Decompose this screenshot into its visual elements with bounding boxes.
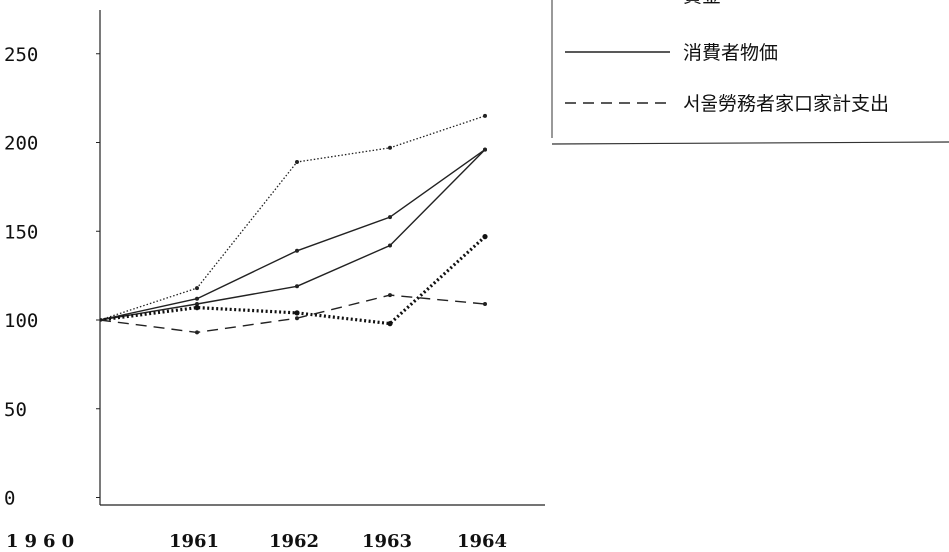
y-tick-label: 0 [4,488,15,510]
data-point [388,215,392,220]
y-tick-label: 50 [4,399,27,421]
y-tick-label: 250 [4,44,38,66]
legend: 賃金消費者物価 서울勞務者家口家計支出 [551,0,949,145]
data-point [482,234,488,240]
legend-label: 賃金 [683,0,721,7]
x-tick-label: 1960 [6,531,80,552]
data-point [195,330,199,335]
series-lines [99,113,488,335]
series-line [99,149,486,321]
legend-label: 消費者物価 [683,42,778,64]
data-point [483,147,487,152]
y-tick-label: 100 [4,310,38,332]
data-point [295,160,299,164]
data-point [195,302,199,306]
x-tick-labels: 1960 1961 1962 1963 1964 [6,531,507,552]
x-tick-label: 1962 [269,531,319,552]
y-tick-label: 200 [4,133,38,155]
data-point [195,286,199,291]
x-tick-label: 1963 [362,531,412,552]
data-point [295,284,299,289]
legend-bottom-border [551,141,949,145]
x-tick-label: 1961 [169,531,219,552]
data-point [294,310,300,316]
series-line [99,149,486,321]
data-point [483,302,487,306]
data-point [388,145,392,150]
data-point [387,321,393,327]
data-point [388,293,392,298]
legend-label: 서울勞務者家口家計支出 [683,93,889,115]
data-point [194,305,200,311]
data-point [195,296,199,301]
y-tick-labels: 0 50 100 150 200 250 [4,44,100,510]
data-point [388,243,392,248]
x-tick-label: 1964 [457,531,507,552]
axes [99,10,545,506]
series-line [99,235,487,326]
data-point [295,316,299,321]
y-tick-label: 150 [4,221,38,243]
data-point [483,113,487,118]
data-point [295,248,299,253]
